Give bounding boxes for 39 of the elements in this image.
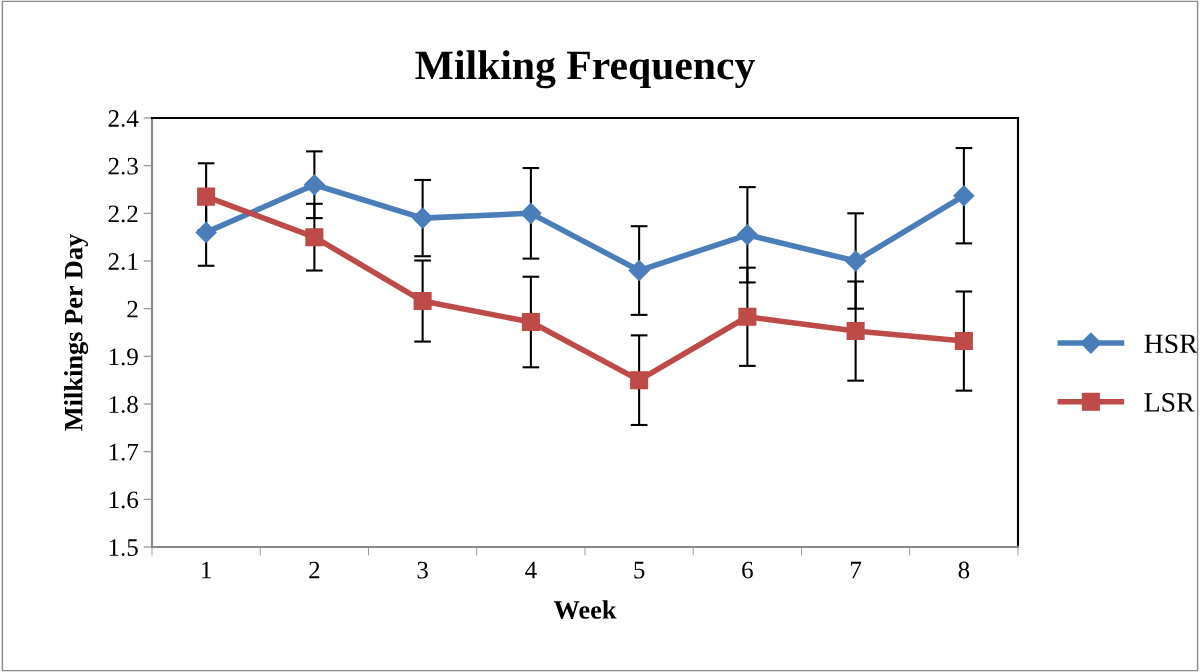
point [413, 292, 432, 311]
y-tick-label: 2.1 [108, 253, 138, 271]
y-tick-label: 1.9 [109, 348, 138, 366]
x-tick-label: 2 [309, 561, 320, 579]
x-axis-title: Week [553, 600, 617, 619]
y-tick-label: 1.5 [109, 539, 138, 557]
point [412, 207, 434, 229]
point [630, 371, 649, 390]
x-tick-label: 1 [202, 561, 211, 579]
point [520, 202, 542, 224]
point [845, 250, 867, 272]
point [846, 322, 865, 341]
y-tick-label: 2.4 [108, 110, 139, 128]
x-tick-label: 3 [417, 561, 428, 579]
point [738, 307, 757, 326]
y-tick-label: 2 [127, 300, 138, 318]
y-tick-label: 2.2 [108, 205, 138, 223]
legend-label: HSR [1144, 334, 1198, 354]
legend-label: LSR [1144, 393, 1195, 412]
point [195, 221, 217, 243]
point [628, 260, 650, 282]
point [305, 228, 324, 247]
x-tick-label: 7 [851, 561, 862, 579]
point [736, 224, 758, 246]
x-tick-label: 5 [634, 561, 645, 579]
x-tick-label: 4 [525, 561, 537, 579]
y-tick-label: 1.6 [109, 491, 139, 509]
point [954, 332, 973, 351]
point [521, 312, 540, 332]
x-tick-label: 8 [958, 561, 970, 579]
y-tick-label: 1.8 [109, 396, 138, 414]
y-axis-title: Milkings Per Day [63, 234, 89, 431]
chart-title: Milking Frequency [415, 50, 755, 89]
point [953, 185, 975, 207]
y-tick-label: 2.3 [108, 157, 138, 175]
point [197, 187, 216, 206]
y-tick-label: 1.7 [109, 443, 139, 461]
point [303, 174, 325, 196]
x-tick-label: 6 [742, 561, 753, 579]
